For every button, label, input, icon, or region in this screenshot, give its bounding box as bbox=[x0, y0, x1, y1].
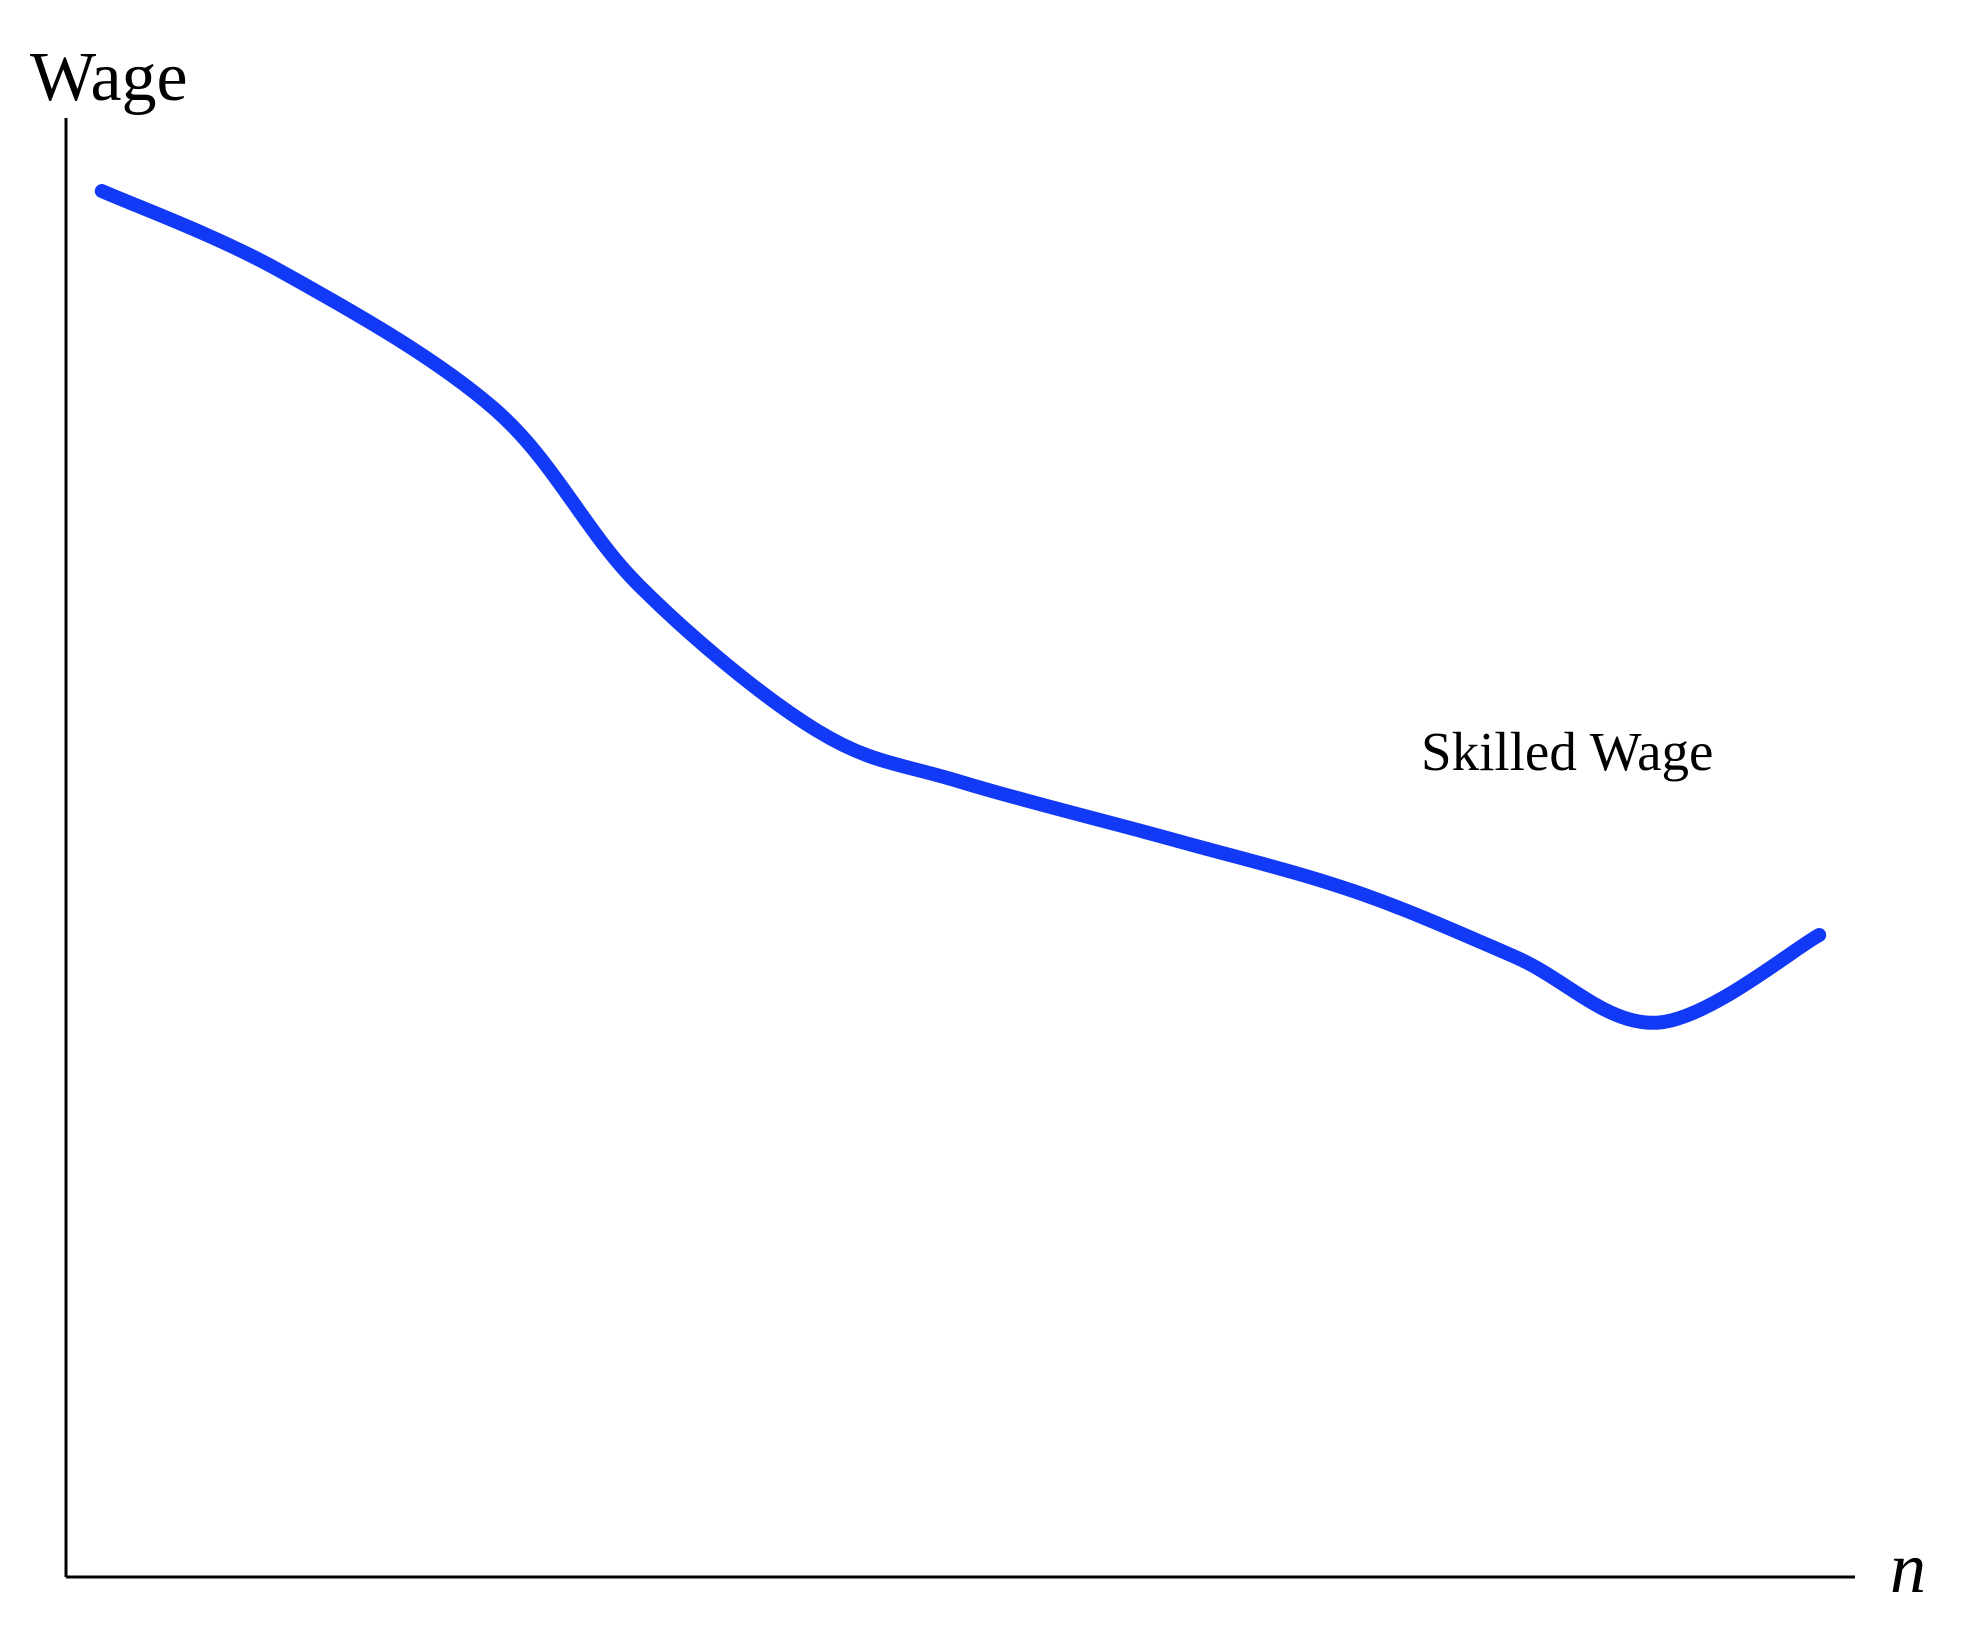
x-axis-label: n bbox=[1890, 1528, 1926, 1608]
y-axis-label: Wage bbox=[30, 39, 188, 116]
series-label-skilled-wage: Skilled Wage bbox=[1421, 721, 1713, 782]
series-layer bbox=[94, 184, 1827, 1030]
series-line-skilled-wage bbox=[94, 184, 1827, 1030]
